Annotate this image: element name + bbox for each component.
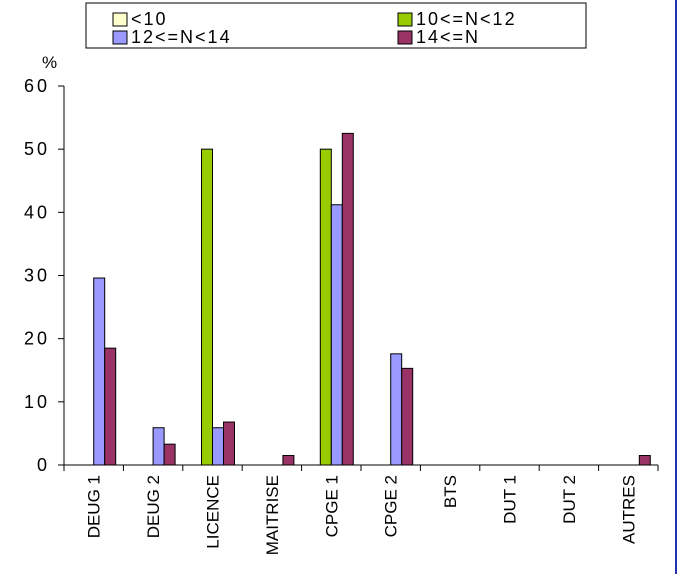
- x-tick-label: CPGE 1: [322, 475, 341, 537]
- bar: [201, 148, 213, 466]
- legend-label-lt10: <10: [131, 9, 168, 29]
- x-tick-label: DEUG 2: [144, 475, 163, 538]
- bar: [401, 367, 414, 466]
- x-tick-label: CPGE 2: [382, 475, 401, 537]
- axes: 0 10 20 30 40 50 60: [24, 76, 659, 475]
- x-tick-label: DEUG 1: [85, 475, 104, 538]
- y-tick-label: 0: [37, 455, 50, 475]
- y-tick-label: 10: [24, 392, 50, 412]
- legend-swatch-lt10: [112, 12, 128, 27]
- y-tick-label: 50: [24, 139, 50, 159]
- bar: [319, 148, 332, 466]
- y-tick-label: 30: [24, 266, 50, 286]
- bar: [212, 427, 224, 466]
- bar: [223, 421, 235, 466]
- y-tick-label: 60: [24, 76, 50, 96]
- x-tick-label: AUTRES: [619, 475, 638, 544]
- legend-swatch-10-12: [397, 12, 413, 27]
- legend-label-10-12: 10<=N<12: [416, 9, 517, 29]
- bar: [152, 427, 165, 466]
- y-tick-label: 40: [24, 202, 50, 222]
- x-tick-label: LICENCE: [204, 475, 223, 549]
- bar: [282, 455, 295, 466]
- bar: [104, 347, 117, 466]
- x-tick-label: DUT 2: [560, 475, 579, 524]
- y-tick-label: 20: [24, 329, 50, 349]
- legend-box: [85, 2, 587, 49]
- bar: [341, 132, 354, 466]
- bar: [330, 204, 343, 466]
- x-tick-label: BTS: [441, 475, 460, 508]
- bar: [638, 455, 651, 466]
- legend: <10 10<=N<12 12<=N<14 14<=N: [85, 2, 587, 49]
- legend-label-12-14: 12<=N<14: [131, 27, 232, 47]
- bar: [390, 353, 403, 466]
- legend-label-ge14: 14<=N: [416, 27, 480, 47]
- x-tick-labels: DEUG 1 DEUG 2 LICENCE MAITRISE CPGE 1 CPGE 2 B…: [85, 475, 639, 555]
- bar: [93, 277, 106, 466]
- y-axis-label: %: [42, 53, 57, 72]
- legend-swatch-12-14: [112, 30, 128, 45]
- x-tick-label: MAITRISE: [263, 475, 282, 555]
- bars: [93, 132, 651, 466]
- x-tick-label: DUT 1: [501, 475, 520, 524]
- legend-swatch-ge14: [397, 30, 413, 45]
- bar: [163, 443, 176, 466]
